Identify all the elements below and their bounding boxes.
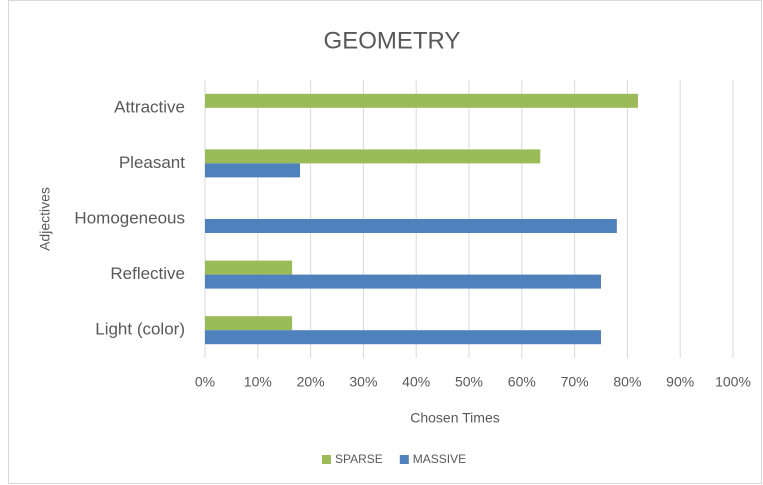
bar <box>205 260 293 275</box>
y-tick-label: Pleasant <box>119 153 185 172</box>
legend-swatch <box>322 455 331 464</box>
x-axis-label: Chosen Times <box>410 410 499 426</box>
y-tick-label: Light (color) <box>95 320 185 339</box>
x-tick-label: 70% <box>561 374 589 390</box>
chart-border <box>8 0 762 484</box>
x-tick-label: 90% <box>666 374 694 390</box>
bar <box>205 219 617 233</box>
x-tick-label: 50% <box>455 374 483 390</box>
legend-label: MASSIVE <box>413 452 466 466</box>
y-tick-label: Attractive <box>114 97 185 116</box>
y-axis-label: Adjectives <box>37 187 53 251</box>
bar <box>205 274 601 289</box>
y-tick-label: Reflective <box>110 264 185 283</box>
x-tick-label: 20% <box>297 374 325 390</box>
x-tick-label: 80% <box>613 374 641 390</box>
bar <box>205 149 541 164</box>
bar <box>205 93 638 108</box>
bar <box>205 163 301 178</box>
x-tick-label: 30% <box>349 374 377 390</box>
x-tick-label: 10% <box>244 374 272 390</box>
legend-swatch <box>399 455 409 464</box>
bar <box>205 330 601 345</box>
legend-label: SPARSE <box>335 452 383 466</box>
x-tick-label: 40% <box>402 374 430 390</box>
chart-title: GEOMETRY <box>324 27 461 54</box>
x-tick-label: 0% <box>195 374 215 390</box>
x-tick-label: 60% <box>508 374 536 390</box>
y-tick-label: Homogeneous <box>74 208 185 227</box>
bar <box>205 316 293 331</box>
x-tick-label: 100% <box>715 374 751 390</box>
